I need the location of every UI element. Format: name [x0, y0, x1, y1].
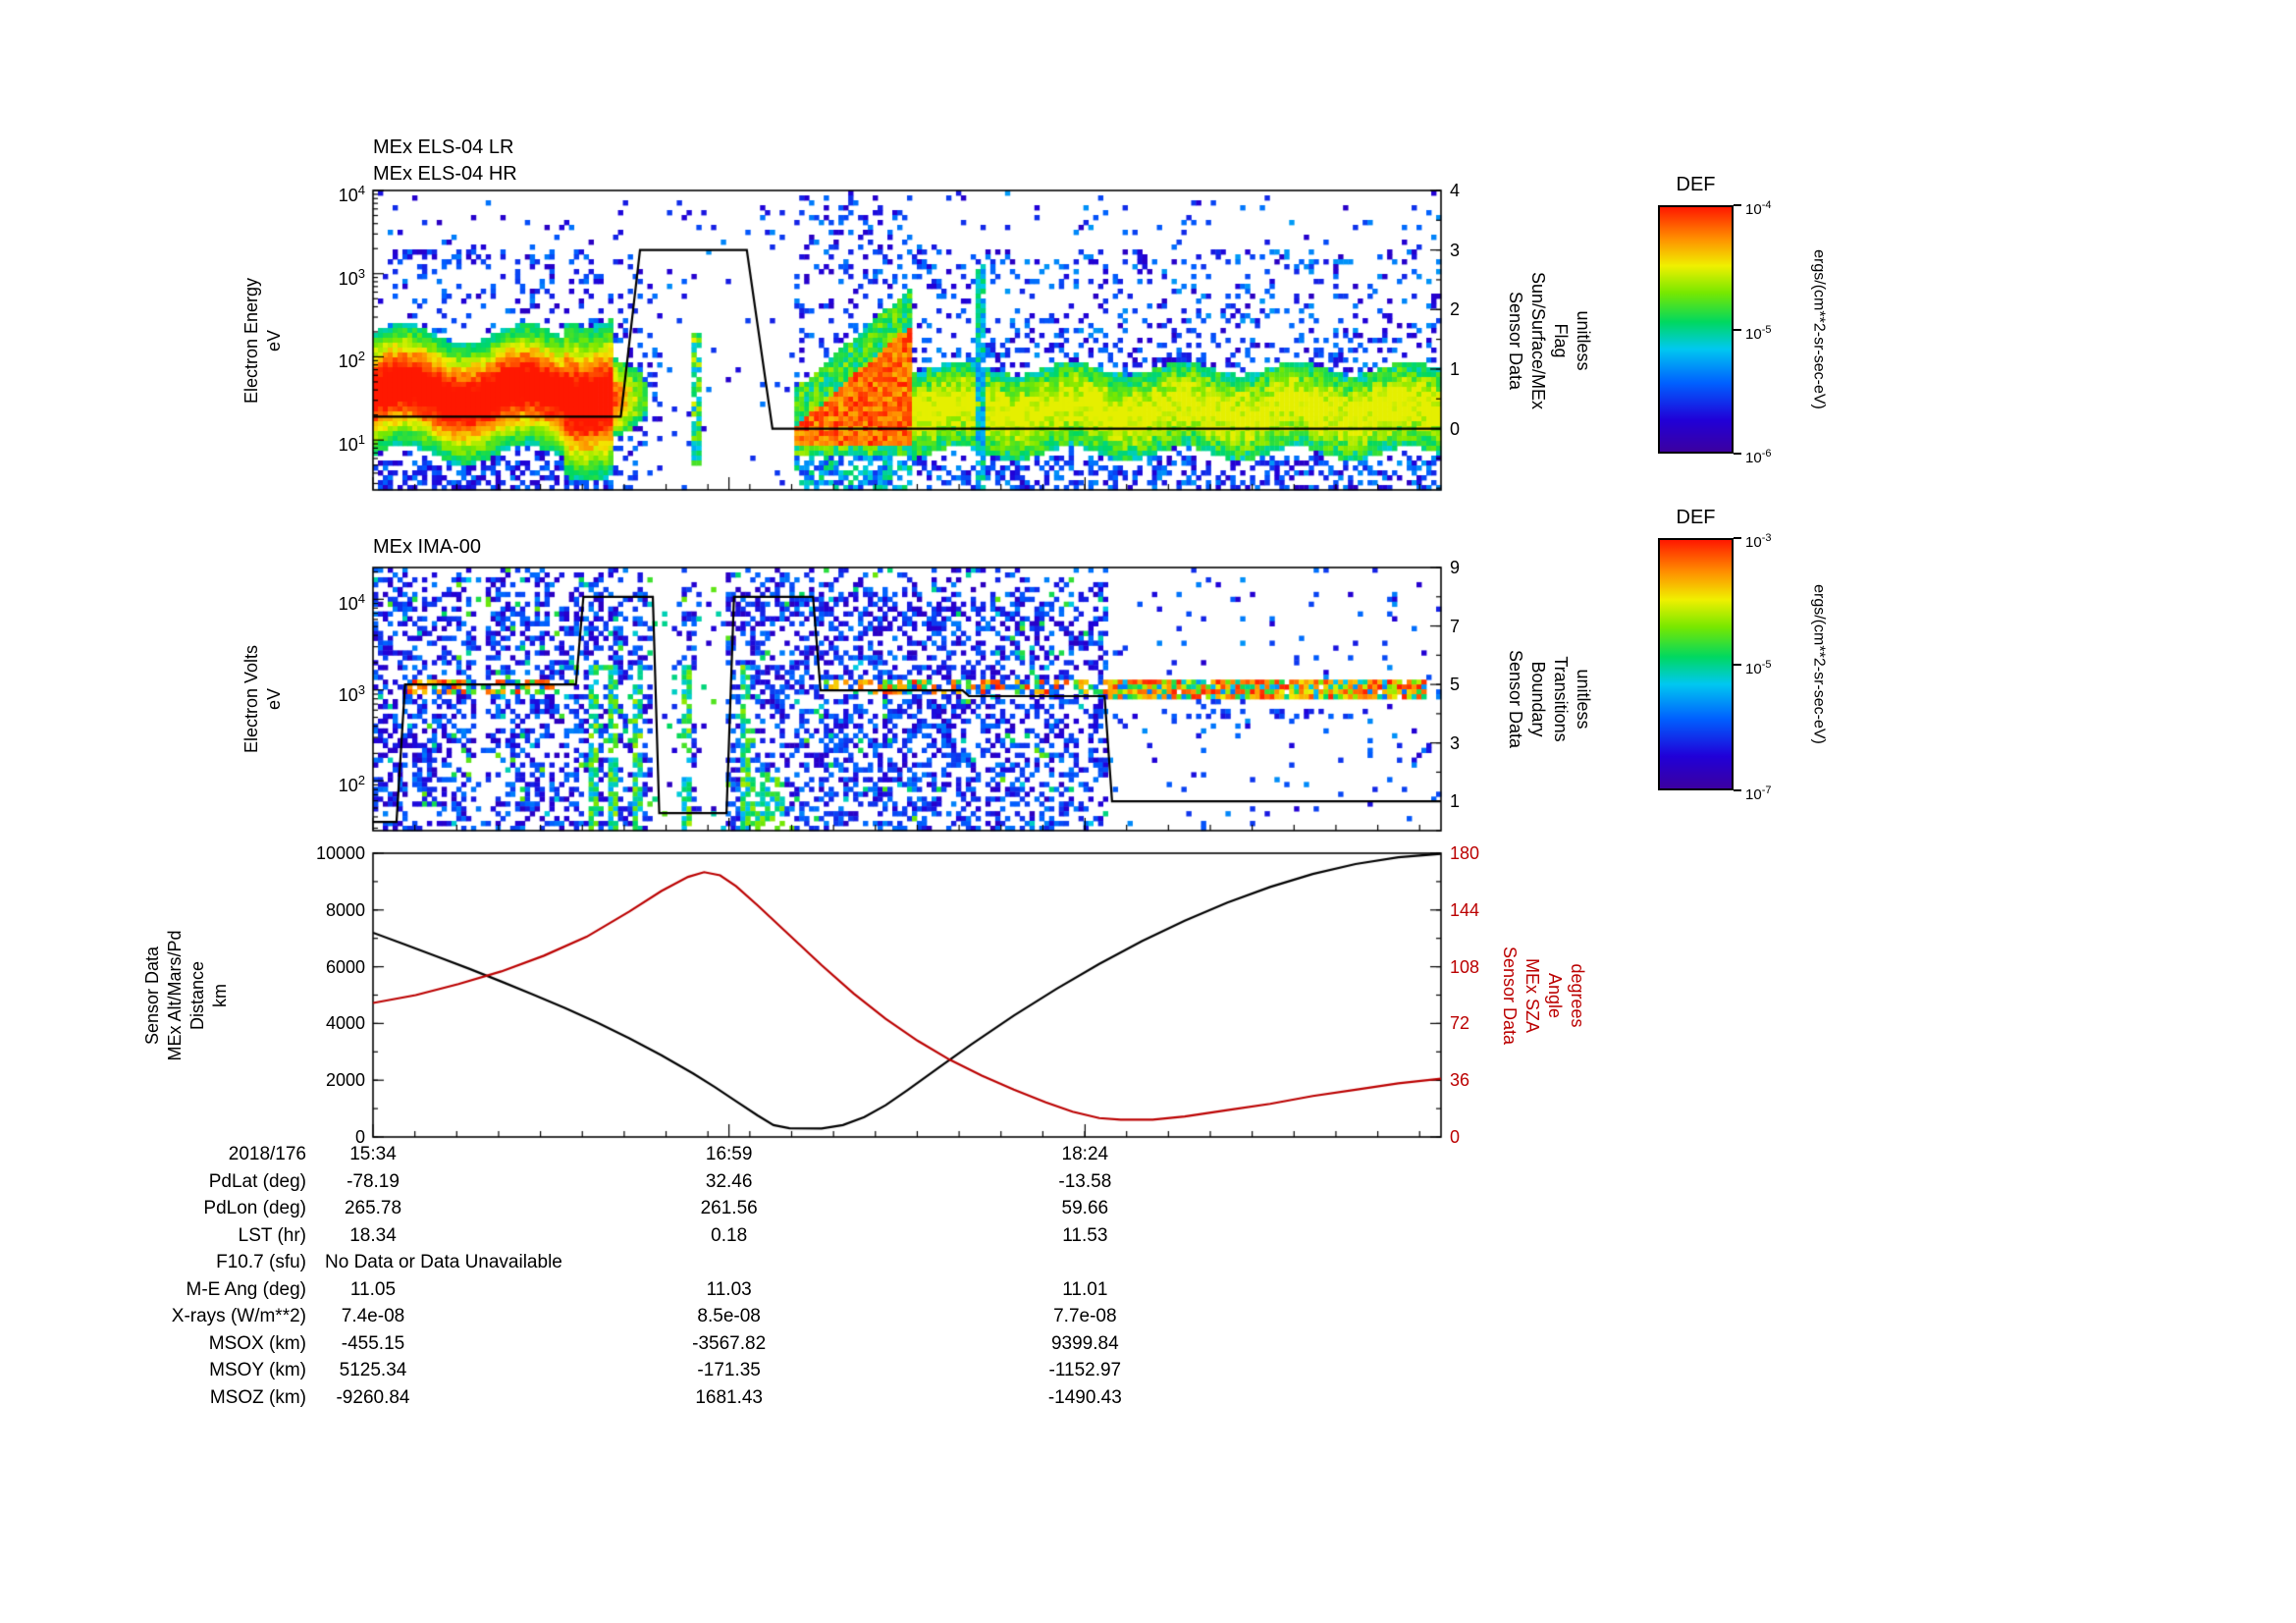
- table-row-label: LST (hr): [238, 1224, 306, 1246]
- table-cell: 265.78: [344, 1198, 402, 1218]
- table-cell: 11.03: [706, 1278, 752, 1300]
- colorbar-tick-label: 10-4: [1745, 199, 1772, 218]
- table-row-label: X-rays (W/m**2): [171, 1306, 306, 1326]
- right-tick-label: 9: [1450, 558, 1461, 577]
- colorbar-title: DEF: [1676, 174, 1716, 195]
- y-tick-label: 6000: [325, 956, 365, 977]
- table-cell: 18:24: [1061, 1144, 1109, 1164]
- ima-title: MEx IMA-00: [373, 536, 482, 558]
- colorbar-tick: [1734, 789, 1741, 791]
- right-tick-label: 0: [1450, 1127, 1461, 1147]
- table-cell: 16:59: [705, 1144, 753, 1164]
- y-tick-label: 4000: [325, 1013, 365, 1034]
- right-tick-label: 36: [1450, 1070, 1470, 1091]
- table-row-label: PdLon (deg): [203, 1198, 306, 1218]
- y-tick-label: 2000: [325, 1070, 365, 1091]
- colorbar-units: ergs/(cm**2-sr-sec-eV): [1810, 584, 1828, 744]
- table-cell: -1152.97: [1048, 1360, 1122, 1380]
- table-cell: 5125.34: [339, 1360, 407, 1380]
- table-row-label: PdLat (deg): [208, 1170, 306, 1192]
- right-tick-label: 0: [1450, 418, 1461, 439]
- colorbar-tick-label: 10-3: [1745, 532, 1772, 551]
- table-row-label: F10.7 (sfu): [216, 1252, 306, 1272]
- table-row-label: MSOY (km): [209, 1360, 306, 1380]
- table-cell: -171.35: [697, 1360, 761, 1380]
- table-cell: 7.4e-08: [341, 1306, 405, 1326]
- table-cell: 261.56: [700, 1198, 758, 1218]
- sza-right-axis-label: degrees Angle MEx SZA Sensor Data: [1500, 946, 1587, 1045]
- table-cell: 11.01: [1062, 1278, 1108, 1300]
- colorbar-ima: [1658, 538, 1734, 790]
- table-row-label: 2018/176: [228, 1144, 306, 1164]
- right-tick-label: 4: [1450, 181, 1461, 200]
- table-cell: -455.15: [341, 1332, 405, 1354]
- table-cell: 9399.84: [1050, 1332, 1119, 1354]
- right-tick-label: 2: [1450, 299, 1461, 320]
- table-cell: 18.34: [349, 1224, 397, 1246]
- right-tick-label: 72: [1450, 1013, 1470, 1034]
- table-cell: 59.66: [1061, 1198, 1109, 1218]
- colorbar-tick-label: 10-6: [1745, 448, 1772, 466]
- right-tick-label: 144: [1450, 899, 1480, 920]
- table-cell: 1681.43: [695, 1386, 763, 1408]
- colorbar-tick: [1734, 663, 1741, 666]
- table-cell: 11.05: [349, 1278, 397, 1300]
- right-tick-label: 108: [1450, 956, 1480, 977]
- y-tick-label: 0: [354, 1127, 365, 1147]
- table-cell: 7.7e-08: [1053, 1306, 1117, 1326]
- table-row-label: M-E Ang (deg): [186, 1278, 307, 1300]
- table-cell: 11.53: [1062, 1224, 1108, 1246]
- y-tick-label: 104: [338, 591, 365, 615]
- y-tick-label: 101: [338, 432, 365, 456]
- colorbar-tick-label: 10-7: [1745, 784, 1772, 803]
- y-tick-label: 103: [338, 681, 365, 705]
- right-tick-label: 3: [1450, 240, 1461, 260]
- table-row-label: MSOZ (km): [209, 1386, 306, 1408]
- table-cell: -1490.43: [1047, 1386, 1122, 1408]
- colorbar-tick-label: 10-5: [1745, 323, 1772, 343]
- els-title-lr: MEx ELS-04 LR: [373, 136, 514, 158]
- right-tick-label: 1: [1450, 358, 1461, 379]
- right-tick-label: 7: [1450, 616, 1461, 636]
- right-tick-label: 180: [1450, 843, 1480, 863]
- els-title-hr: MEx ELS-04 HR: [373, 163, 517, 185]
- colorbar-tick: [1734, 204, 1741, 206]
- colorbar-tick: [1734, 328, 1741, 331]
- y-tick-label: 102: [338, 349, 365, 372]
- table-cell: 8.5e-08: [697, 1306, 761, 1326]
- colorbar-title: DEF: [1676, 507, 1716, 528]
- table-row-label: MSOX (km): [208, 1332, 306, 1354]
- y-tick-label: 10000: [315, 843, 365, 863]
- y-tick-label: 104: [338, 183, 365, 205]
- colorbar-els: [1658, 205, 1734, 454]
- right-tick-label: 3: [1450, 732, 1461, 753]
- table-cell: 32.46: [705, 1170, 753, 1192]
- colorbar-tick-label: 10-5: [1745, 658, 1772, 677]
- table-cell: -9260.84: [336, 1386, 410, 1408]
- table-cell: 15:34: [349, 1144, 397, 1164]
- table-cell: -13.58: [1058, 1170, 1112, 1192]
- colorbar-tick: [1734, 453, 1741, 455]
- colorbar-tick: [1734, 537, 1741, 539]
- y-tick-label: 103: [338, 265, 365, 289]
- table-cell: -3567.82: [692, 1332, 767, 1354]
- y-tick-label: 8000: [325, 899, 365, 920]
- table-cell: -78.19: [347, 1170, 400, 1192]
- right-tick-label: 1: [1450, 791, 1461, 812]
- y-tick-label: 102: [338, 773, 365, 796]
- table-cell-span: No Data or Data Unavailable: [325, 1252, 562, 1272]
- right-tick-label: 5: [1450, 675, 1461, 695]
- table-cell: 0.18: [711, 1224, 748, 1246]
